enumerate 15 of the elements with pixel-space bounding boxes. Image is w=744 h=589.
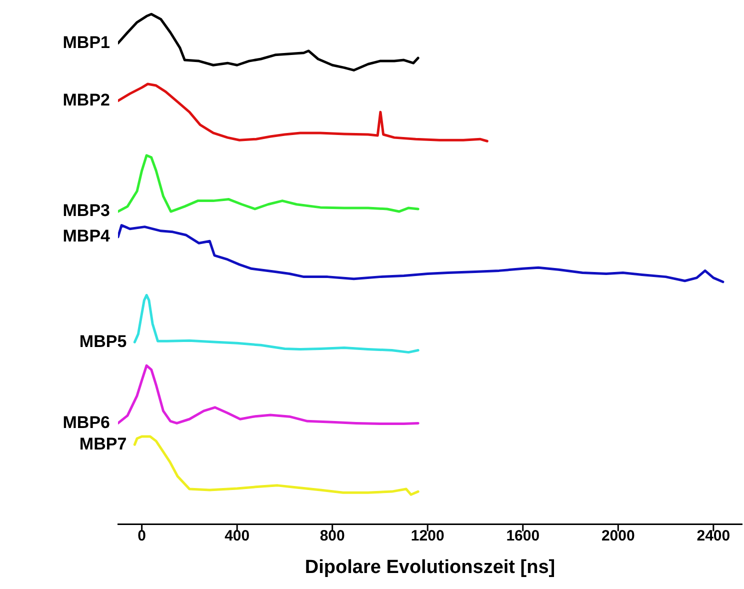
series-label: MBP5 [79,332,127,351]
x-tick-label: 0 [138,527,146,544]
x-tick-label: 1200 [410,527,444,544]
x-tick-label: 2000 [601,527,635,544]
series-label: MBP4 [62,226,111,246]
series-label: MBP3 [62,201,110,220]
series-label: MBP7 [79,434,127,454]
x-axis-title: Dipolare Evolutionszeit [ns] [304,556,556,578]
series-label: MBP2 [62,90,110,110]
x-tick-label: 1600 [506,527,540,544]
x-tick-label: 2400 [696,527,730,544]
x-tick-label: 400 [224,527,250,544]
series-label: MBP1 [62,32,110,52]
x-tick-label: 800 [320,527,345,544]
series-label: MBP6 [62,412,110,432]
